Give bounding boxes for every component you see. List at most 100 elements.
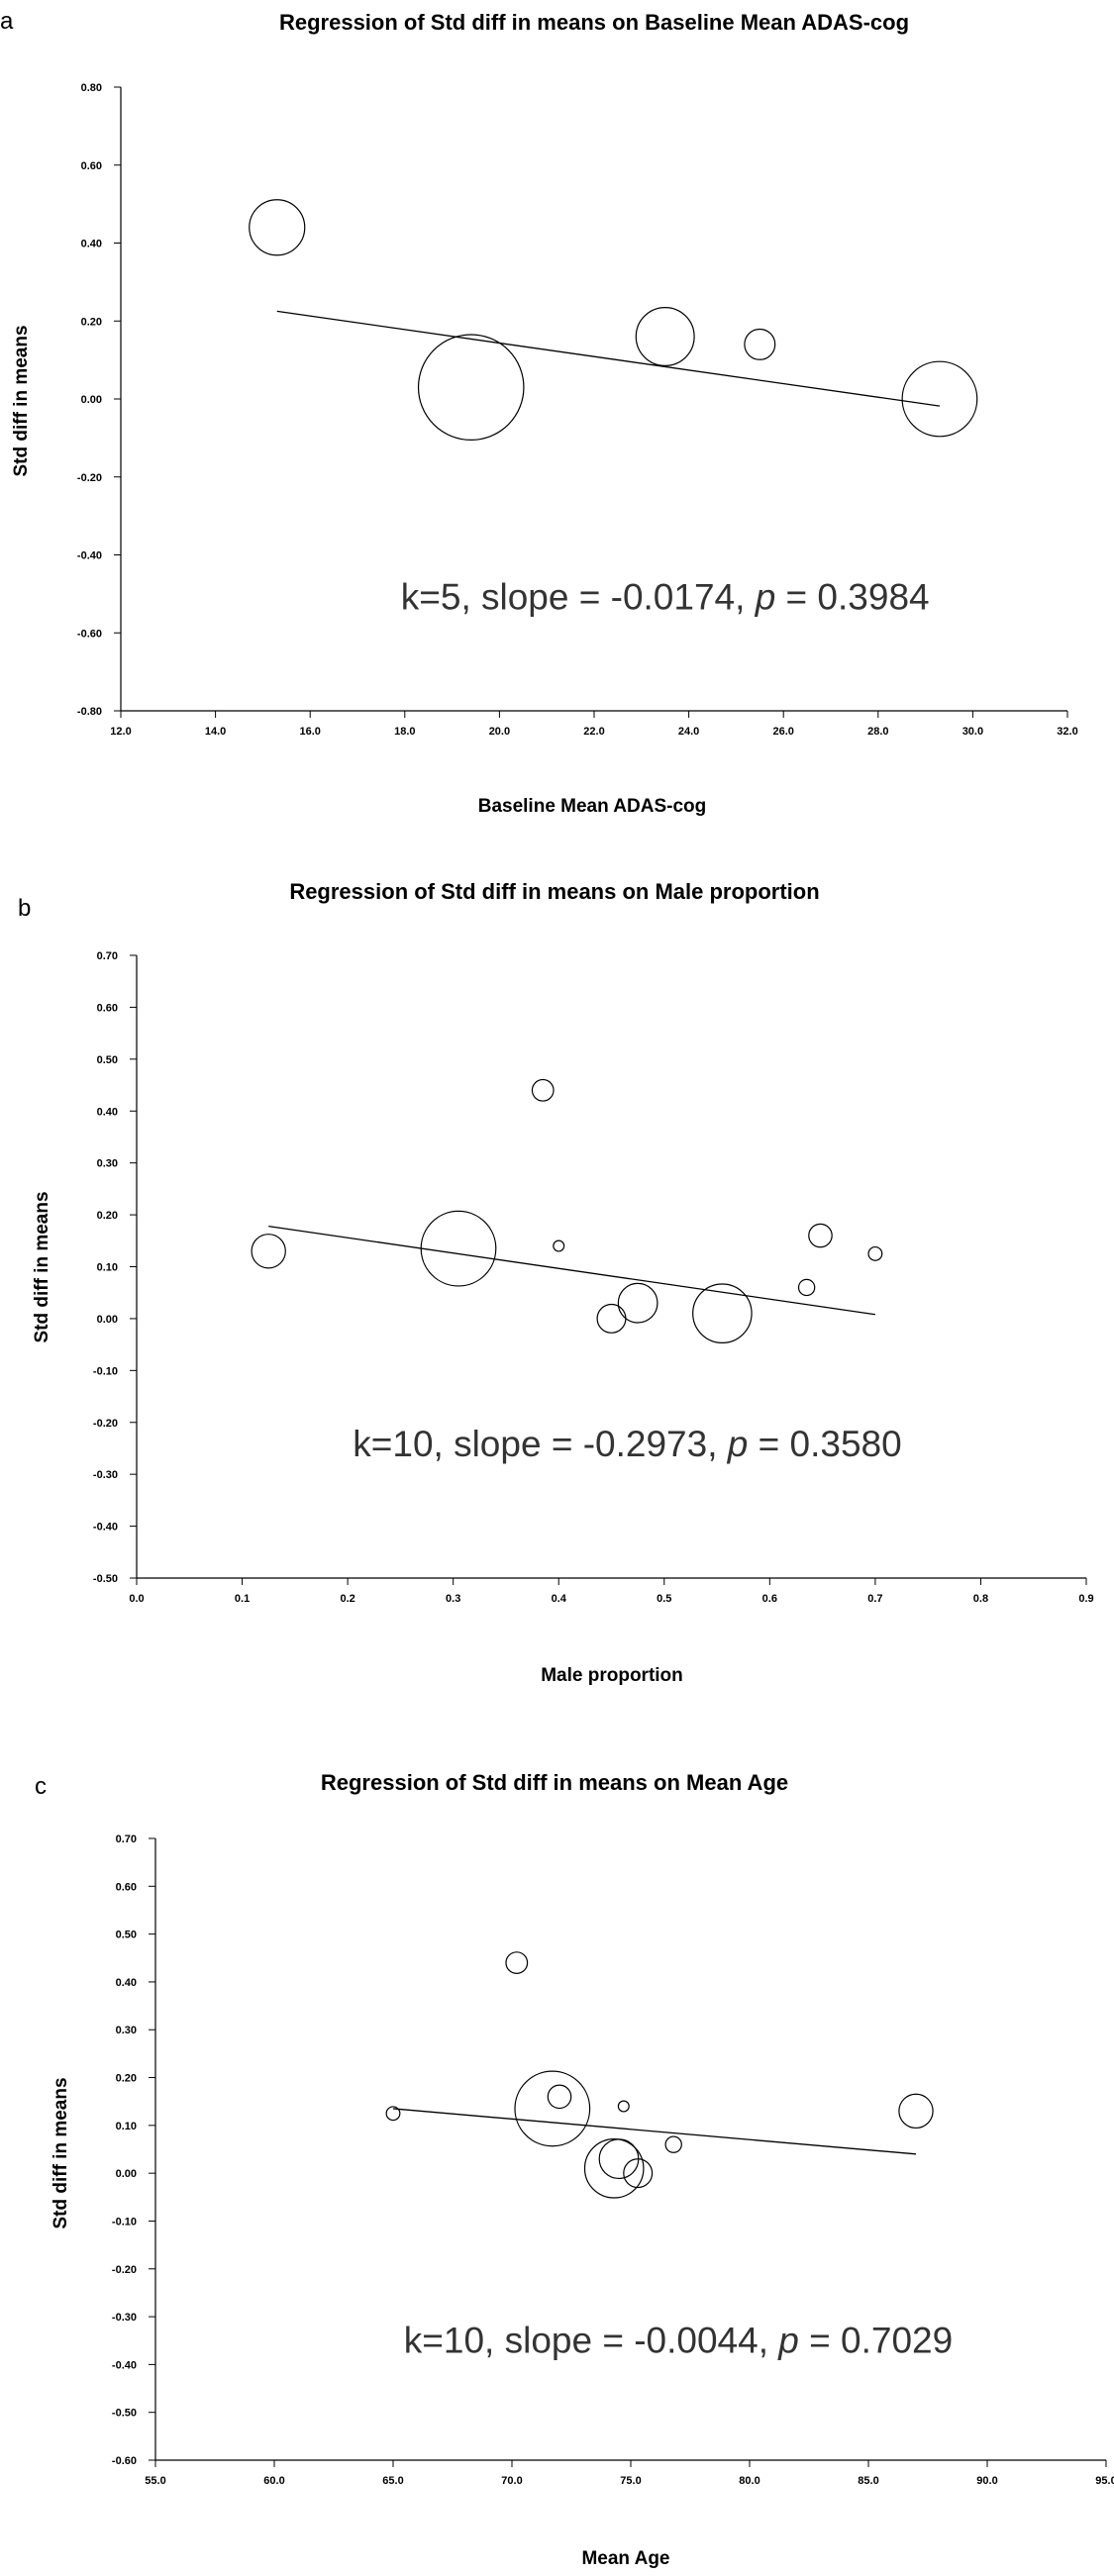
- x-tick-label: 16.0: [299, 726, 320, 738]
- y-tick-label: 0.00: [97, 1314, 118, 1326]
- x-tick-label: 85.0: [858, 2475, 878, 2487]
- x-tick-label: 0.6: [762, 1593, 777, 1605]
- y-tick-label: -0.60: [77, 628, 102, 640]
- panel-letter: b: [18, 895, 31, 922]
- x-tick-label: 24.0: [678, 726, 699, 738]
- regression-line: [392, 2108, 917, 2155]
- data-point: [596, 1303, 627, 1334]
- x-tick-label: 80.0: [739, 2475, 760, 2487]
- y-tick-label: -0.10: [93, 1365, 118, 1377]
- y-tick-label: 0.20: [81, 316, 102, 328]
- panel-letter: c: [35, 1773, 47, 1800]
- y-tick-label: 0.40: [116, 1977, 137, 1989]
- x-tick-label: 12.0: [110, 726, 131, 738]
- x-tick-label: 70.0: [501, 2475, 522, 2487]
- x-tick-label: 55.0: [145, 2475, 165, 2487]
- annotation-p-value: = 0.7029: [799, 2320, 953, 2360]
- x-tick-label: 75.0: [620, 2475, 641, 2487]
- x-tick-label: 30.0: [962, 726, 983, 738]
- y-tick-label: -0.20: [93, 1418, 118, 1430]
- x-axis-label: Male proportion: [541, 1665, 683, 1686]
- annotation-stats: k=10, slope = -0.2973,: [353, 1424, 728, 1464]
- x-tick-label: 32.0: [1057, 726, 1077, 738]
- y-axis-label: Std diff in means: [51, 2077, 71, 2229]
- x-tick-label: 0.0: [129, 1593, 144, 1605]
- data-point: [531, 1078, 555, 1102]
- data-point: [598, 2138, 640, 2180]
- x-tick-label: 0.1: [235, 1593, 250, 1605]
- data-point: [664, 2135, 682, 2153]
- y-tick-label: 0.60: [81, 160, 102, 172]
- x-tick-label: 22.0: [583, 726, 604, 738]
- data-point: [617, 1282, 658, 1324]
- x-tick-label: 0.2: [340, 1593, 354, 1605]
- x-tick-label: 90.0: [976, 2475, 997, 2487]
- data-point: [251, 1234, 286, 1269]
- y-tick-label: 0.20: [116, 2073, 137, 2085]
- y-tick-label: -0.20: [77, 472, 102, 484]
- y-tick-label: 0.60: [97, 1002, 118, 1014]
- regression-annotation: k=10, slope = -0.0044, p = 0.7029: [404, 2320, 953, 2360]
- y-tick-label: -0.20: [112, 2264, 137, 2276]
- y-tick-label: 0.30: [116, 2025, 137, 2036]
- x-tick-label: 60.0: [263, 2475, 284, 2487]
- y-axis-label: Std diff in means: [32, 1191, 52, 1342]
- data-point: [867, 1245, 883, 1261]
- y-tick-label: -0.40: [93, 1522, 118, 1534]
- data-point: [898, 2093, 934, 2130]
- y-tick-label: 0.00: [81, 394, 102, 406]
- x-tick-label: 0.3: [446, 1593, 460, 1605]
- y-tick-label: -0.40: [112, 2359, 137, 2371]
- annotation-stats: k=5, slope = -0.0174,: [401, 577, 756, 618]
- y-tick-label: 0.80: [81, 82, 102, 94]
- chart-title: Regression of Std diff in means on Mean …: [321, 1770, 788, 1795]
- y-tick-label: -0.60: [112, 2455, 137, 2467]
- x-tick-label: 14.0: [205, 726, 226, 738]
- data-point: [623, 2158, 654, 2189]
- regression-annotation: k=5, slope = -0.0174, p = 0.3984: [401, 577, 930, 618]
- x-tick-label: 65.0: [382, 2475, 403, 2487]
- y-tick-label: -0.30: [93, 1469, 118, 1481]
- x-axis-label: Mean Age: [581, 2548, 669, 2569]
- x-tick-label: 28.0: [867, 726, 888, 738]
- data-point: [505, 1951, 529, 1974]
- x-axis-label: Baseline Mean ADAS-cog: [478, 796, 707, 817]
- data-point: [249, 199, 306, 256]
- y-tick-label: 0.40: [81, 239, 102, 250]
- annotation-p-value: = 0.3580: [748, 1424, 901, 1464]
- x-tick-label: 0.9: [1078, 1593, 1093, 1605]
- x-tick-label: 0.8: [973, 1593, 988, 1605]
- y-tick-label: 0.20: [97, 1210, 118, 1222]
- data-point: [692, 1283, 753, 1343]
- chart-panel-b: b Regression of Std diff in means on Male…: [18, 879, 1094, 1686]
- data-point: [635, 307, 695, 367]
- y-tick-label: -0.40: [77, 550, 102, 562]
- chart-panel-c: c Regression of Std diff in means on Mean…: [35, 1770, 1114, 2569]
- x-tick-label: 0.5: [657, 1593, 671, 1605]
- data-point: [385, 2106, 401, 2122]
- chart-panel-a: a Regression of Std diff in means on Base…: [0, 8, 1078, 817]
- data-point: [547, 2084, 572, 2110]
- y-tick-label: 0.40: [97, 1106, 118, 1118]
- y-tick-label: -0.50: [112, 2408, 137, 2420]
- data-point: [417, 334, 525, 441]
- y-tick-label: 0.10: [97, 1262, 118, 1274]
- data-point: [514, 2070, 591, 2147]
- data-point: [901, 360, 978, 438]
- x-tick-label: 26.0: [772, 726, 793, 738]
- data-point: [583, 2138, 645, 2199]
- data-point: [744, 328, 776, 360]
- annotation-p-symbol: p: [777, 2320, 799, 2360]
- data-point: [420, 1210, 497, 1287]
- x-tick-label: 0.4: [552, 1593, 567, 1605]
- y-tick-label: 0.50: [116, 1930, 137, 1941]
- chart-title: Regression of Std diff in means on Male …: [289, 879, 819, 904]
- y-tick-label: -0.30: [112, 2312, 137, 2324]
- x-tick-label: 20.0: [489, 726, 510, 738]
- y-tick-label: -0.10: [112, 2216, 137, 2228]
- data-point: [617, 2100, 630, 2113]
- y-tick-label: 0.10: [116, 2121, 137, 2132]
- panel-letter: a: [0, 8, 14, 35]
- y-tick-label: 0.70: [116, 1833, 137, 1845]
